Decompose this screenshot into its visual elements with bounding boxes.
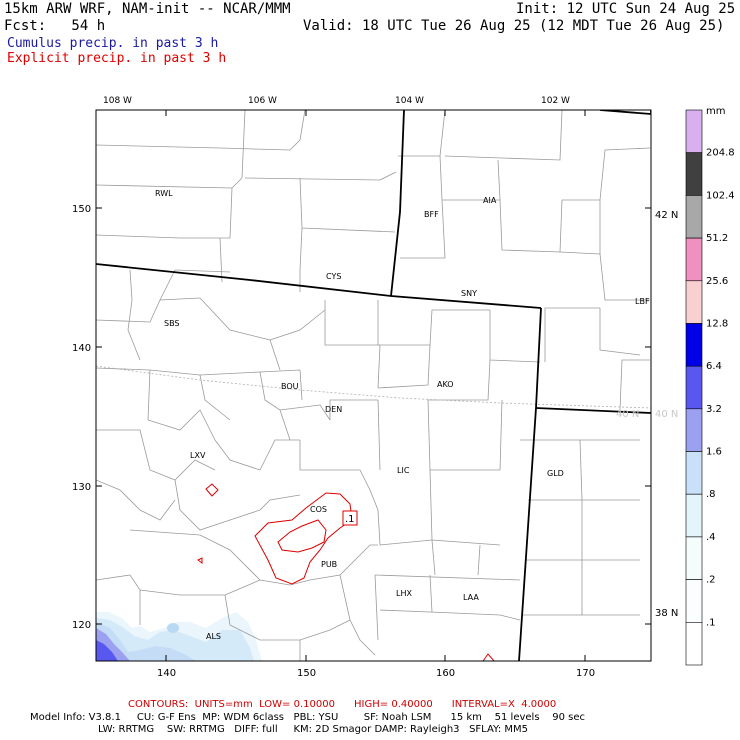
model-info-line-1: Model Info: V3.8.1 CU: G-F Ens MP: WDM 6… xyxy=(30,712,586,723)
lon-label-104w: 104 W xyxy=(395,96,424,106)
x-tick-170: 170 xyxy=(576,668,595,679)
colorbar-label: 1.6 xyxy=(706,447,722,458)
station-ako: AKO xyxy=(437,380,454,389)
valid-time: Valid: 18 UTC Tue 26 Aug 25 (12 MDT Tue … xyxy=(303,18,725,34)
colorbar-label: .4 xyxy=(706,532,716,543)
colorbar-swatch xyxy=(685,579,703,623)
lat-label-40n: 40 N xyxy=(655,409,678,420)
station-den: DEN xyxy=(325,405,342,414)
county-lines xyxy=(96,110,651,661)
colorbar-label: 51.2 xyxy=(706,233,728,244)
station-cos: COS xyxy=(310,505,327,514)
y-tick-120: 120 xyxy=(72,620,91,631)
colorbar-swatch xyxy=(685,493,703,538)
colorbar-swatch xyxy=(685,152,703,196)
colorbar-swatch xyxy=(685,621,703,666)
colorbar-swatch xyxy=(685,408,703,452)
x-tick-160: 160 xyxy=(436,668,455,679)
max-value-label: .1 xyxy=(345,514,355,525)
colorbar-label: 6.4 xyxy=(706,361,722,372)
colorbar-label: .8 xyxy=(706,489,716,500)
station-pub: PUB xyxy=(321,560,337,569)
lon-label-108w: 108 W xyxy=(103,96,132,106)
cumulus-legend: Cumulus precip. in past 3 h xyxy=(7,36,219,51)
x-tick-140: 140 xyxy=(157,668,176,679)
frame-ticks xyxy=(96,110,651,661)
explicit-legend: Explicit precip. in past 3 h xyxy=(7,51,227,66)
colorbar-label: .1 xyxy=(706,617,716,628)
lat-label-38n: 38 N xyxy=(655,608,678,619)
lat-label-42n: 42 N xyxy=(655,210,678,221)
lon-label-102w: 102 W xyxy=(541,96,570,106)
init-time: Init: 12 UTC Sun 24 Aug 25 xyxy=(516,1,736,17)
cumulus-precip-shading xyxy=(96,612,262,661)
colorbar-swatch xyxy=(685,365,703,410)
y-tick-140: 140 xyxy=(72,343,91,354)
station-lxv: LXV xyxy=(190,451,206,460)
contours-info: CONTOURS: UNITS=mm LOW= 0.10000 HIGH= 0.… xyxy=(128,699,557,710)
station-sny: SNY xyxy=(461,289,477,298)
colorbar-label: 204.8 xyxy=(706,148,735,159)
colorbar-label: 25.6 xyxy=(706,276,728,287)
lon-label-106w: 106 W xyxy=(248,96,277,106)
station-gld: GLD xyxy=(547,469,564,478)
colorbar-label: 12.8 xyxy=(706,319,728,330)
colorbar: 204.8 102.4 51.2 25.6 12.8 6.4 3.2 1.6 .8 .4 .2 .1 xyxy=(685,109,735,666)
colorbar-unit: mm xyxy=(706,106,725,117)
colorbar-swatch xyxy=(685,280,703,324)
station-rwl: RWL xyxy=(155,189,173,198)
map-frame xyxy=(95,109,652,662)
explicit-precip-contours xyxy=(197,483,495,661)
state-borders xyxy=(96,110,651,661)
colorbar-label: .2 xyxy=(706,575,716,586)
colorbar-swatch xyxy=(685,323,703,367)
colorbar-label: 102.4 xyxy=(706,190,735,201)
y-tick-130: 130 xyxy=(72,482,91,493)
colorbar-swatch xyxy=(685,109,703,154)
station-bff: BFF xyxy=(424,210,439,219)
y-tick-150: 150 xyxy=(72,204,91,215)
colorbar-label: 3.2 xyxy=(706,404,722,415)
max-value-box xyxy=(342,510,358,526)
colorbar-swatch xyxy=(685,237,703,282)
station-als: ALS xyxy=(206,632,221,641)
lat-label-40n-ghost: 40 N xyxy=(616,409,639,420)
station-lic: LIC xyxy=(397,466,410,475)
station-aia: AIA xyxy=(483,196,497,205)
lat-40n-line xyxy=(96,365,651,409)
model-info-line-2: LW: RRTMG SW: RRTMG DIFF: full KM: 2D Sm… xyxy=(98,724,528,735)
station-lhx: LHX xyxy=(396,589,412,598)
station-lbf: LBF xyxy=(635,297,650,306)
station-laa: LAA xyxy=(463,593,479,602)
station-sbs: SBS xyxy=(164,319,180,328)
forecast-hour: Fcst: 54 h xyxy=(4,18,106,34)
station-bou: BOU xyxy=(281,382,299,391)
x-tick-150: 150 xyxy=(297,668,316,679)
model-title: 15km ARW WRF, NAM-init -- NCAR/MMM xyxy=(4,1,291,17)
colorbar-swatch xyxy=(685,536,703,580)
station-cys: CYS xyxy=(326,272,341,281)
colorbar-swatch xyxy=(685,195,703,239)
colorbar-swatch xyxy=(685,451,703,495)
